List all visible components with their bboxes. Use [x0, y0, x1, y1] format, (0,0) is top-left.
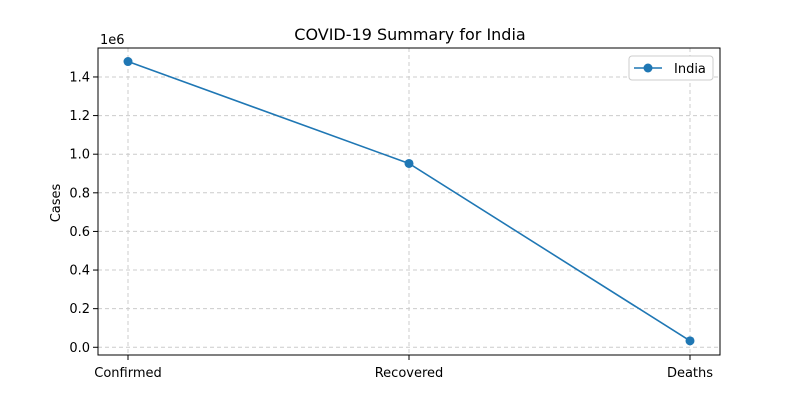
x-tick-label: Recovered [375, 366, 444, 381]
data-point-deaths [685, 336, 695, 346]
legend-marker-swatch [643, 63, 653, 73]
legend-box [628, 55, 714, 81]
y-tick-label: 0.6 [69, 225, 90, 240]
y-tick-label: 0.8 [69, 186, 90, 201]
y-tick-label: 1.2 [69, 109, 90, 124]
axis-ticks: Confirmed Recovered Deaths 0.0 0.2 0.4 0.6 0.8 1… [69, 70, 713, 381]
y-axis-label: Cases [49, 183, 64, 222]
chart-title: COVID-19 Summary for India [294, 25, 525, 44]
series-line-india [127, 60, 691, 342]
y-tick-label: 0.0 [69, 341, 90, 356]
data-point-confirmed [123, 57, 133, 67]
legend-entry-india: India [674, 62, 706, 77]
y-tick-label: 0.2 [69, 302, 90, 317]
series-layer [123, 57, 695, 346]
plot-area-frame [97, 47, 721, 356]
y-axis-offset-label: 1e6 [100, 33, 125, 48]
data-point-recovered [404, 158, 414, 168]
legend: India [628, 55, 714, 81]
x-tick-label: Confirmed [94, 366, 162, 381]
y-tick-label: 1.4 [69, 70, 90, 85]
grid [98, 48, 720, 355]
x-tick-label: Deaths [667, 366, 713, 381]
y-tick-label: 1.0 [69, 148, 90, 163]
y-tick-label: 0.4 [69, 264, 90, 279]
